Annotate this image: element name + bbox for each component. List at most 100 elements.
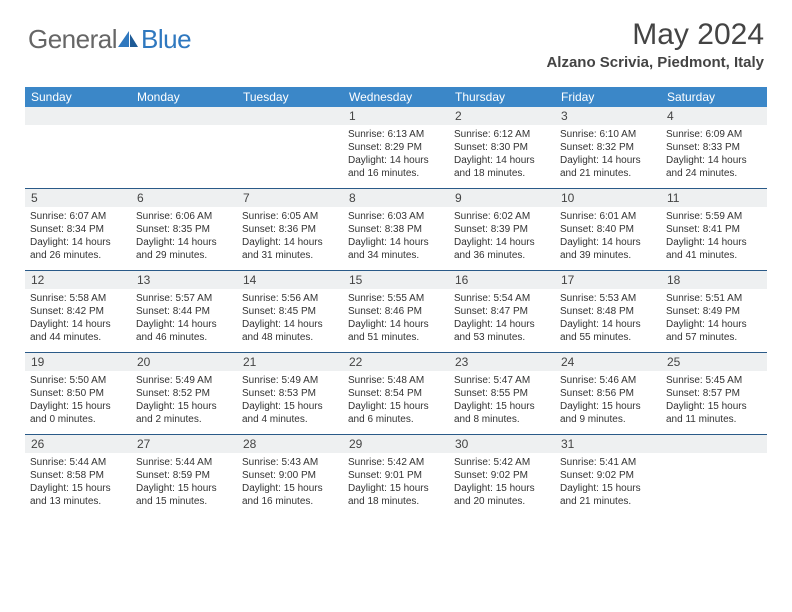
daylight-line: Daylight: 14 hours and 41 minutes. — [666, 236, 762, 262]
day-body: Sunrise: 5:49 AMSunset: 8:53 PMDaylight:… — [237, 371, 343, 434]
sunset-line: Sunset: 9:01 PM — [348, 469, 444, 482]
sunset-line: Sunset: 9:02 PM — [560, 469, 656, 482]
daylight-line: Daylight: 15 hours and 11 minutes. — [666, 400, 762, 426]
daylight-line: Daylight: 15 hours and 8 minutes. — [454, 400, 550, 426]
day-body: Sunrise: 5:50 AMSunset: 8:50 PMDaylight:… — [25, 371, 131, 434]
sunrise-line: Sunrise: 5:46 AM — [560, 374, 656, 387]
daylight-line: Daylight: 15 hours and 20 minutes. — [454, 482, 550, 508]
daylight-line: Daylight: 15 hours and 9 minutes. — [560, 400, 656, 426]
day-number — [131, 107, 237, 125]
day-body: Sunrise: 6:02 AMSunset: 8:39 PMDaylight:… — [449, 207, 555, 270]
sunrise-line: Sunrise: 5:59 AM — [666, 210, 762, 223]
day-number: 21 — [237, 353, 343, 371]
day-body: Sunrise: 5:58 AMSunset: 8:42 PMDaylight:… — [25, 289, 131, 352]
day-number — [661, 435, 767, 453]
sunrise-line: Sunrise: 5:57 AM — [136, 292, 232, 305]
sunrise-line: Sunrise: 5:42 AM — [454, 456, 550, 469]
day-body: Sunrise: 5:46 AMSunset: 8:56 PMDaylight:… — [555, 371, 661, 434]
sunset-line: Sunset: 8:34 PM — [30, 223, 126, 236]
daylight-line: Daylight: 15 hours and 16 minutes. — [242, 482, 338, 508]
sunrise-line: Sunrise: 5:49 AM — [136, 374, 232, 387]
sunset-line: Sunset: 8:38 PM — [348, 223, 444, 236]
dow-cell: Tuesday — [237, 87, 343, 107]
sunset-line: Sunset: 8:53 PM — [242, 387, 338, 400]
day-body: Sunrise: 5:41 AMSunset: 9:02 PMDaylight:… — [555, 453, 661, 516]
sunrise-line: Sunrise: 5:51 AM — [666, 292, 762, 305]
dow-cell: Wednesday — [343, 87, 449, 107]
sunrise-line: Sunrise: 5:56 AM — [242, 292, 338, 305]
day-body: Sunrise: 5:51 AMSunset: 8:49 PMDaylight:… — [661, 289, 767, 352]
sunset-line: Sunset: 8:40 PM — [560, 223, 656, 236]
sunset-line: Sunset: 8:33 PM — [666, 141, 762, 154]
daylight-line: Daylight: 15 hours and 6 minutes. — [348, 400, 444, 426]
day-number: 25 — [661, 353, 767, 371]
day-body-row: Sunrise: 6:07 AMSunset: 8:34 PMDaylight:… — [25, 207, 767, 271]
day-number: 20 — [131, 353, 237, 371]
logo-text-blue: Blue — [141, 24, 191, 55]
daylight-line: Daylight: 15 hours and 4 minutes. — [242, 400, 338, 426]
day-body: Sunrise: 6:07 AMSunset: 8:34 PMDaylight:… — [25, 207, 131, 270]
sunset-line: Sunset: 8:54 PM — [348, 387, 444, 400]
day-body: Sunrise: 5:43 AMSunset: 9:00 PMDaylight:… — [237, 453, 343, 516]
daylight-line: Daylight: 14 hours and 18 minutes. — [454, 154, 550, 180]
sunrise-line: Sunrise: 5:41 AM — [560, 456, 656, 469]
day-number — [25, 107, 131, 125]
day-body-row: Sunrise: 5:50 AMSunset: 8:50 PMDaylight:… — [25, 371, 767, 435]
day-number: 24 — [555, 353, 661, 371]
day-body: Sunrise: 5:56 AMSunset: 8:45 PMDaylight:… — [237, 289, 343, 352]
day-body: Sunrise: 5:55 AMSunset: 8:46 PMDaylight:… — [343, 289, 449, 352]
sunset-line: Sunset: 8:52 PM — [136, 387, 232, 400]
location: Alzano Scrivia, Piedmont, Italy — [546, 54, 764, 71]
daylight-line: Daylight: 15 hours and 21 minutes. — [560, 482, 656, 508]
sunrise-line: Sunrise: 6:09 AM — [666, 128, 762, 141]
daylight-line: Daylight: 15 hours and 2 minutes. — [136, 400, 232, 426]
daylight-line: Daylight: 14 hours and 39 minutes. — [560, 236, 656, 262]
day-body: Sunrise: 5:53 AMSunset: 8:48 PMDaylight:… — [555, 289, 661, 352]
day-body: Sunrise: 5:48 AMSunset: 8:54 PMDaylight:… — [343, 371, 449, 434]
day-number: 1 — [343, 107, 449, 125]
day-body — [237, 125, 343, 188]
sunset-line: Sunset: 8:46 PM — [348, 305, 444, 318]
daylight-line: Daylight: 14 hours and 48 minutes. — [242, 318, 338, 344]
daylight-line: Daylight: 14 hours and 46 minutes. — [136, 318, 232, 344]
day-body-row: Sunrise: 5:44 AMSunset: 8:58 PMDaylight:… — [25, 453, 767, 516]
day-body: Sunrise: 6:05 AMSunset: 8:36 PMDaylight:… — [237, 207, 343, 270]
calendar: SundayMondayTuesdayWednesdayThursdayFrid… — [25, 87, 767, 516]
day-number: 15 — [343, 271, 449, 289]
day-number: 30 — [449, 435, 555, 453]
day-number: 17 — [555, 271, 661, 289]
sunset-line: Sunset: 8:45 PM — [242, 305, 338, 318]
logo-sail-icon — [117, 30, 139, 48]
daylight-line: Daylight: 14 hours and 55 minutes. — [560, 318, 656, 344]
day-number: 31 — [555, 435, 661, 453]
day-number: 14 — [237, 271, 343, 289]
sunset-line: Sunset: 8:49 PM — [666, 305, 762, 318]
sunrise-line: Sunrise: 5:44 AM — [136, 456, 232, 469]
daylight-line: Daylight: 14 hours and 21 minutes. — [560, 154, 656, 180]
sunset-line: Sunset: 8:50 PM — [30, 387, 126, 400]
daylight-line: Daylight: 14 hours and 31 minutes. — [242, 236, 338, 262]
dow-cell: Monday — [131, 87, 237, 107]
sunset-line: Sunset: 8:41 PM — [666, 223, 762, 236]
day-body: Sunrise: 5:47 AMSunset: 8:55 PMDaylight:… — [449, 371, 555, 434]
daylight-line: Daylight: 15 hours and 13 minutes. — [30, 482, 126, 508]
daylight-line: Daylight: 15 hours and 15 minutes. — [136, 482, 232, 508]
day-body: Sunrise: 6:12 AMSunset: 8:30 PMDaylight:… — [449, 125, 555, 188]
day-body: Sunrise: 5:45 AMSunset: 8:57 PMDaylight:… — [661, 371, 767, 434]
sunrise-line: Sunrise: 6:03 AM — [348, 210, 444, 223]
day-body — [25, 125, 131, 188]
day-number: 19 — [25, 353, 131, 371]
sunset-line: Sunset: 8:57 PM — [666, 387, 762, 400]
dow-cell: Saturday — [661, 87, 767, 107]
day-body: Sunrise: 5:54 AMSunset: 8:47 PMDaylight:… — [449, 289, 555, 352]
logo: General Blue — [28, 24, 191, 55]
day-number: 23 — [449, 353, 555, 371]
day-number: 8 — [343, 189, 449, 207]
sunrise-line: Sunrise: 6:05 AM — [242, 210, 338, 223]
daylight-line: Daylight: 14 hours and 16 minutes. — [348, 154, 444, 180]
daylight-line: Daylight: 15 hours and 0 minutes. — [30, 400, 126, 426]
sunrise-line: Sunrise: 5:54 AM — [454, 292, 550, 305]
day-number-row: 567891011 — [25, 189, 767, 207]
day-body: Sunrise: 6:09 AMSunset: 8:33 PMDaylight:… — [661, 125, 767, 188]
day-number: 4 — [661, 107, 767, 125]
